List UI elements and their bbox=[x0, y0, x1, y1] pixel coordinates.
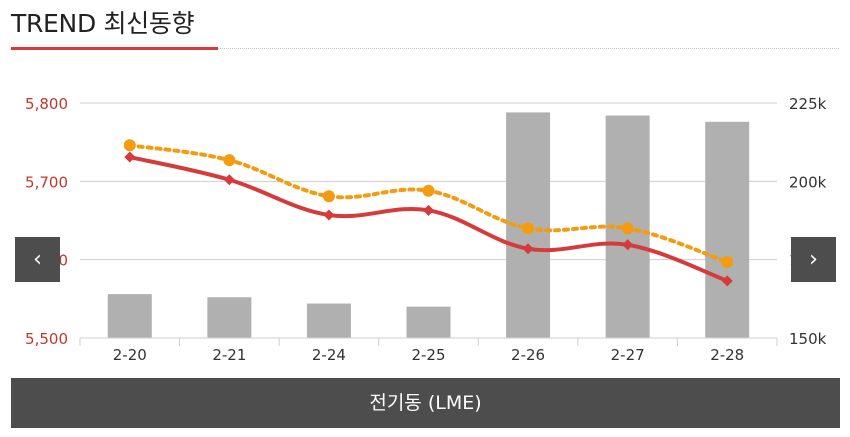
right-axis-tick-label: 225k bbox=[789, 95, 827, 113]
diamond-point bbox=[522, 243, 534, 255]
x-axis-tick-label: 2-24 bbox=[312, 346, 346, 364]
price-lines bbox=[123, 139, 734, 287]
circle-point bbox=[123, 139, 136, 152]
circle-point bbox=[223, 154, 236, 167]
volume-bar bbox=[207, 297, 252, 338]
volume-bar bbox=[406, 306, 451, 338]
circle-point bbox=[522, 222, 535, 235]
x-axis-tick-label: 2-27 bbox=[611, 346, 645, 364]
right-axis-tick-label: 200k bbox=[789, 173, 827, 191]
circle-point bbox=[721, 256, 734, 269]
title-divider bbox=[218, 48, 839, 49]
diamond-point bbox=[323, 209, 335, 221]
x-axis-tick-label: 2-26 bbox=[511, 346, 545, 364]
diamond-point bbox=[124, 151, 136, 163]
page-title: TREND 최신동향 bbox=[11, 9, 195, 38]
x-axis-tick-label: 2-21 bbox=[212, 346, 246, 364]
x-axis-tick-label: 2-28 bbox=[710, 346, 744, 364]
left-axis-tick-label: 5,500 bbox=[25, 330, 68, 348]
circle-point bbox=[322, 190, 335, 203]
diamond-point bbox=[622, 239, 634, 251]
x-axis-tick-label: 2-20 bbox=[113, 346, 147, 364]
diamond-point bbox=[223, 174, 235, 186]
title-underline bbox=[11, 47, 218, 50]
left-axis-tick-label: 5,700 bbox=[25, 173, 68, 191]
volume-bar bbox=[306, 303, 351, 338]
circle-point bbox=[621, 222, 634, 235]
right-axis-tick-label: 150k bbox=[789, 330, 827, 348]
volume-bar bbox=[705, 121, 750, 338]
diamond-point bbox=[423, 204, 434, 216]
volume-bars bbox=[107, 112, 750, 339]
volume-bar bbox=[107, 294, 152, 338]
circle-point bbox=[422, 184, 435, 197]
grid-lines bbox=[80, 102, 777, 261]
prev-slide-button[interactable]: ‹ bbox=[15, 237, 60, 282]
chart-caption-bar: 전기동 (LME) bbox=[11, 378, 840, 428]
diamond-point bbox=[721, 275, 733, 287]
left-axis-tick-label: 5,800 bbox=[25, 95, 68, 113]
next-slide-button[interactable]: › bbox=[791, 237, 836, 282]
x-axis-tick-label: 2-25 bbox=[411, 346, 445, 364]
axis-lines bbox=[79, 337, 778, 346]
